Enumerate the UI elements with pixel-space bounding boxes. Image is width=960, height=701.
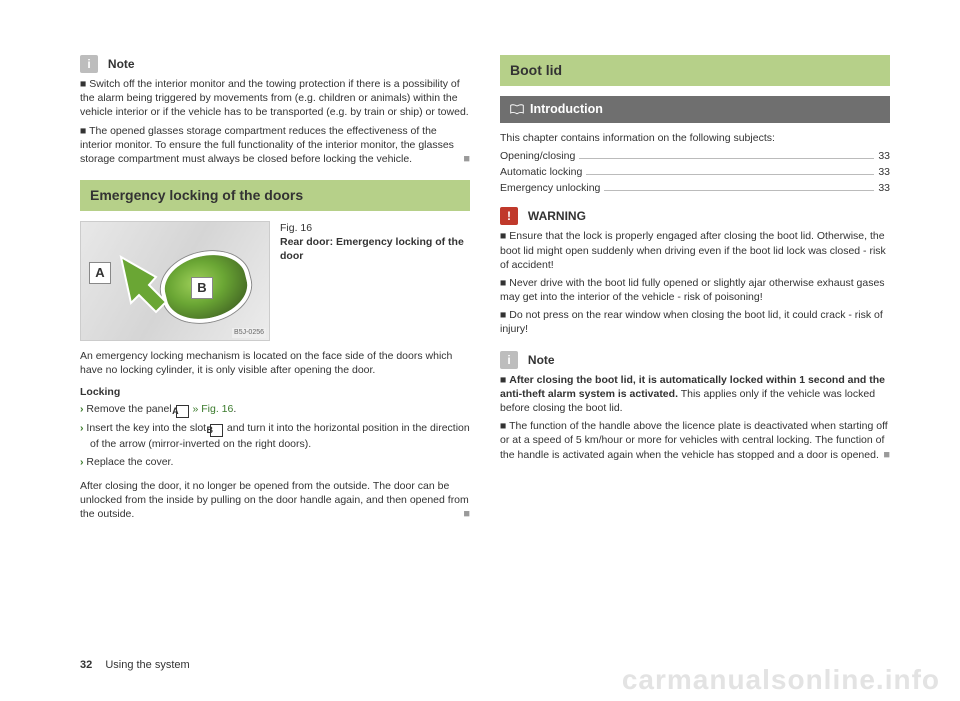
note-heading-right: Note (528, 352, 555, 368)
watermark: carmanualsonline.info (622, 664, 940, 696)
page-footer: 32 Using the system (80, 659, 190, 671)
note-r-p2: The function of the handle above the lic… (500, 419, 890, 462)
note-block: i Note Switch off the interior monitor a… (80, 55, 470, 166)
warning-heading: WARNING (528, 208, 586, 224)
note-block-right: i Note After closing the boot lid, it is… (500, 351, 890, 462)
warning-block: ! WARNING Ensure that the lock is proper… (500, 207, 890, 336)
note-r-p2-text: The function of the handle above the lic… (500, 420, 888, 460)
toc-leader (604, 190, 874, 191)
toc-leader (579, 158, 874, 159)
toc-label-1: Automatic locking (500, 165, 582, 179)
note-p1: Switch off the interior monitor and the … (80, 77, 470, 120)
toc: Opening/closing 33 Automatic locking 33 … (500, 149, 890, 196)
figure-16: A B B5J-0256 Fig. 16 Rear door: Emergenc… (80, 221, 470, 341)
note-r-p1: After closing the boot lid, it is automa… (500, 373, 890, 416)
toc-row-1: Automatic locking 33 (500, 165, 890, 179)
step-3: Replace the cover. (80, 455, 470, 469)
left-column: i Note Switch off the interior monitor a… (80, 55, 470, 522)
inline-b: B (210, 424, 223, 437)
end-mark: ■ (883, 448, 890, 463)
section-boot-lid: Boot lid (500, 55, 890, 86)
fig-ref: » Fig. 16 (190, 403, 234, 415)
chapter-name: Using the system (105, 659, 189, 671)
warning-p1: Ensure that the lock is properly engaged… (500, 229, 890, 272)
note-p2: The opened glasses storage compartment r… (80, 124, 470, 167)
book-icon (510, 104, 524, 115)
end-mark: ■ (463, 507, 470, 522)
figure-caption: Fig. 16 Rear door: Emergency locking of … (280, 221, 470, 264)
step-1c: . (233, 403, 236, 415)
info-icon: i (80, 55, 98, 73)
warning-icon: ! (500, 207, 518, 225)
outro-text: After closing the door, it no longer be … (80, 479, 470, 522)
toc-page-0: 33 (878, 149, 890, 163)
introduction-label: Introduction (530, 101, 603, 118)
toc-leader (586, 174, 874, 175)
step-1a: Remove the panel (86, 403, 174, 415)
outro-text-content: After closing the door, it no longer be … (80, 480, 469, 520)
right-column: Boot lid Introduction This chapter conta… (500, 55, 890, 522)
locking-heading: Locking (80, 385, 470, 399)
page: i Note Switch off the interior monitor a… (0, 0, 960, 701)
intro-chapter-text: This chapter contains information on the… (500, 131, 890, 145)
introduction-bar: Introduction (500, 96, 890, 123)
columns: i Note Switch off the interior monitor a… (80, 55, 890, 522)
page-number: 32 (80, 659, 92, 671)
step-1: Remove the panel A » Fig. 16. (80, 402, 470, 418)
label-a: A (89, 262, 111, 284)
toc-page-2: 33 (878, 181, 890, 195)
section-emergency-locking: Emergency locking of the doors (80, 180, 470, 211)
note-p2-text: The opened glasses storage compartment r… (80, 125, 454, 165)
toc-row-0: Opening/closing 33 (500, 149, 890, 163)
figure-title: Rear door: Emergency locking of the door (280, 236, 464, 262)
label-b: B (191, 277, 213, 299)
warning-p3: Do not press on the rear window when clo… (500, 308, 890, 336)
toc-row-2: Emergency unlocking 33 (500, 181, 890, 195)
intro-text: An emergency locking mechanism is locate… (80, 349, 470, 377)
figure-number: Fig. 16 (280, 221, 470, 235)
figure-code: B5J-0256 (232, 328, 266, 337)
note-heading: Note (108, 56, 135, 72)
figure-image: A B B5J-0256 (80, 221, 270, 341)
toc-label-0: Opening/closing (500, 149, 575, 163)
end-mark: ■ (463, 152, 470, 167)
info-icon: i (500, 351, 518, 369)
toc-label-2: Emergency unlocking (500, 181, 600, 195)
toc-page-1: 33 (878, 165, 890, 179)
arrow-graphic (111, 247, 171, 327)
step-2: Insert the key into the slot B and turn … (80, 421, 470, 451)
warning-p2: Never drive with the boot lid fully open… (500, 276, 890, 304)
inline-a: A (176, 405, 189, 418)
step-2a: Insert the key into the slot (86, 422, 209, 434)
